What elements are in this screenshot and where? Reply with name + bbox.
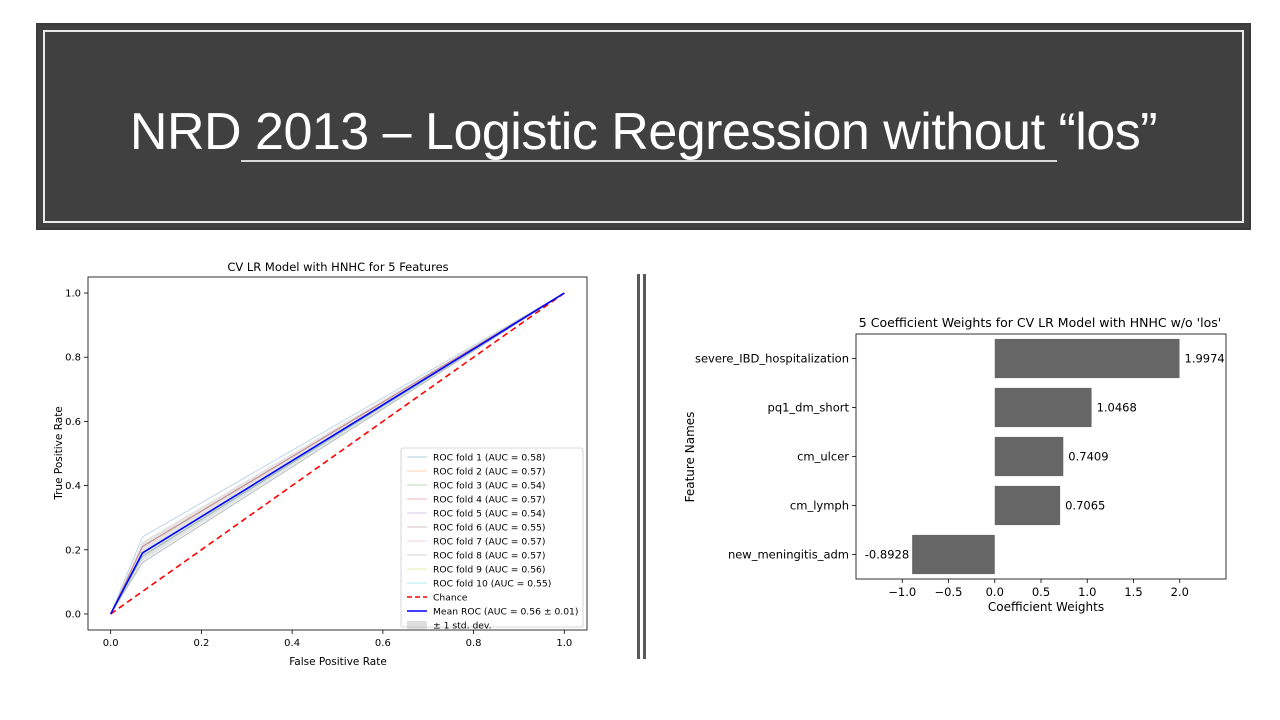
coef-x-tick-label: 0.0 xyxy=(986,585,1004,599)
legend-label: ROC fold 2 (AUC = 0.57) xyxy=(433,467,545,478)
roc-lines xyxy=(109,292,565,615)
roc-y-axis-label: True Positive Rate xyxy=(53,406,65,501)
coef-x-tick-label: 1.5 xyxy=(1124,585,1142,599)
roc-x-tick-label: 0.4 xyxy=(284,638,300,649)
roc-fold-line xyxy=(110,292,565,615)
coef-value-labels: 1.9974 1.0468 0.7409 0.7065 -0.8928 xyxy=(865,352,1225,562)
legend-label: ROC fold 8 (AUC = 0.57) xyxy=(433,551,545,562)
roc-chart-title: CV LR Model with HNHC for 5 Features xyxy=(227,260,448,274)
legend-label: ROC fold 9 (AUC = 0.56) xyxy=(433,565,545,576)
legend-label: ROC fold 10 (AUC = 0.55) xyxy=(433,579,551,590)
coef-x-tick-label: −1.0 xyxy=(888,585,916,599)
roc-chart: CV LR Model with HNHC for 5 Features 0.0… xyxy=(53,260,588,668)
legend-label: ROC fold 6 (AUC = 0.55) xyxy=(433,523,545,534)
coef-value-label: 0.7409 xyxy=(1068,450,1108,464)
coef-chart-title: 5 Coefficient Weights for CV LR Model wi… xyxy=(859,315,1221,330)
roc-x-tick-label: 0.6 xyxy=(375,638,391,649)
coef-category-label: cm_ulcer xyxy=(797,450,849,464)
legend-label: ± 1 std. dev. xyxy=(433,621,492,632)
coef-value-label: 1.0468 xyxy=(1097,401,1137,415)
roc-x-tick-label: 0.0 xyxy=(103,638,119,649)
coef-category-label: severe_IBD_hospitalization xyxy=(695,352,849,366)
coef-value-label: 0.7065 xyxy=(1065,499,1105,513)
legend-label: ROC fold 1 (AUC = 0.58) xyxy=(433,453,545,464)
legend-label: Mean ROC (AUC = 0.56 ± 0.01) xyxy=(433,607,579,618)
coef-category-label: cm_lymph xyxy=(790,499,849,513)
roc-x-tick-label: 0.2 xyxy=(193,638,209,649)
roc-y-tick-label: 0.2 xyxy=(65,545,81,556)
roc-x-ticks: 0.0 0.2 0.4 0.6 0.8 1.0 xyxy=(103,630,572,649)
roc-fold-line xyxy=(110,292,565,615)
divider-right-rule xyxy=(643,274,646,659)
title-underline xyxy=(241,160,1057,162)
roc-fold-line xyxy=(110,292,565,615)
coefficient-chart: 5 Coefficient Weights for CV LR Model wi… xyxy=(683,315,1227,614)
roc-fold-line xyxy=(110,292,565,615)
coef-x-axis-label: Coefficient Weights xyxy=(988,600,1104,614)
coef-value-label: 1.9974 xyxy=(1185,352,1225,366)
title-banner: NRD 2013 – Logistic Regression without “… xyxy=(36,23,1251,230)
coef-bar xyxy=(994,338,1180,379)
roc-fold-line xyxy=(110,292,565,615)
roc-legend: ROC fold 1 (AUC = 0.58) ROC fold 2 (AUC =… xyxy=(400,447,584,632)
coef-category-label: pq1_dm_short xyxy=(768,401,850,415)
coef-bar xyxy=(994,436,1064,477)
roc-x-tick-label: 0.8 xyxy=(466,638,482,649)
legend-label: ROC fold 5 (AUC = 0.54) xyxy=(433,509,545,520)
roc-legend-box xyxy=(400,447,584,628)
coef-bar xyxy=(994,387,1092,428)
mean-roc-line xyxy=(109,292,565,615)
coef-y-axis-label: Feature Names xyxy=(683,412,697,503)
legend-label: ROC fold 4 (AUC = 0.57) xyxy=(433,495,545,506)
roc-fold-line xyxy=(110,292,565,615)
legend-label: ROC fold 3 (AUC = 0.54) xyxy=(433,481,545,492)
roc-x-axis-label: False Positive Rate xyxy=(289,656,387,668)
coef-bar xyxy=(994,485,1061,526)
roc-y-tick-label: 0.4 xyxy=(65,481,81,492)
roc-y-tick-label: 0.8 xyxy=(65,353,81,364)
roc-y-tick-label: 1.0 xyxy=(65,289,81,300)
roc-y-tick-label: 0.0 xyxy=(65,609,81,620)
legend-label: Chance xyxy=(433,593,468,604)
coef-x-tick-label: 2.0 xyxy=(1171,585,1189,599)
legend-swatch-band xyxy=(407,621,427,629)
divider-left-rule xyxy=(637,274,640,659)
coef-category-label: new_meningitis_adm xyxy=(728,548,849,562)
slide-title: NRD 2013 – Logistic Regression without “… xyxy=(129,103,1158,161)
coef-bar xyxy=(912,534,995,575)
coef-x-ticks: −1.0 −0.5 0.0 0.5 1.0 1.5 2.0 xyxy=(888,579,1189,599)
title-frame: NRD 2013 – Logistic Regression without “… xyxy=(43,30,1244,223)
coef-x-tick-label: 0.5 xyxy=(1032,585,1050,599)
coef-x-tick-label: −0.5 xyxy=(935,585,963,599)
roc-plot-frame xyxy=(87,276,588,631)
coef-y-ticks: severe_IBD_hospitalization pq1_dm_shortcm… xyxy=(695,352,856,562)
coef-value-label: -0.8928 xyxy=(865,548,909,562)
roc-y-tick-label: 0.6 xyxy=(65,417,81,428)
coef-bars xyxy=(912,338,1180,575)
legend-label: ROC fold 7 (AUC = 0.57) xyxy=(433,537,545,548)
roc-y-ticks: 0.0 0.2 0.4 0.6 0.8 1.0 xyxy=(65,289,88,620)
roc-x-tick-label: 1.0 xyxy=(556,638,572,649)
coef-x-tick-label: 1.0 xyxy=(1078,585,1096,599)
roc-fold-line xyxy=(110,292,565,615)
chance-line xyxy=(110,292,565,615)
